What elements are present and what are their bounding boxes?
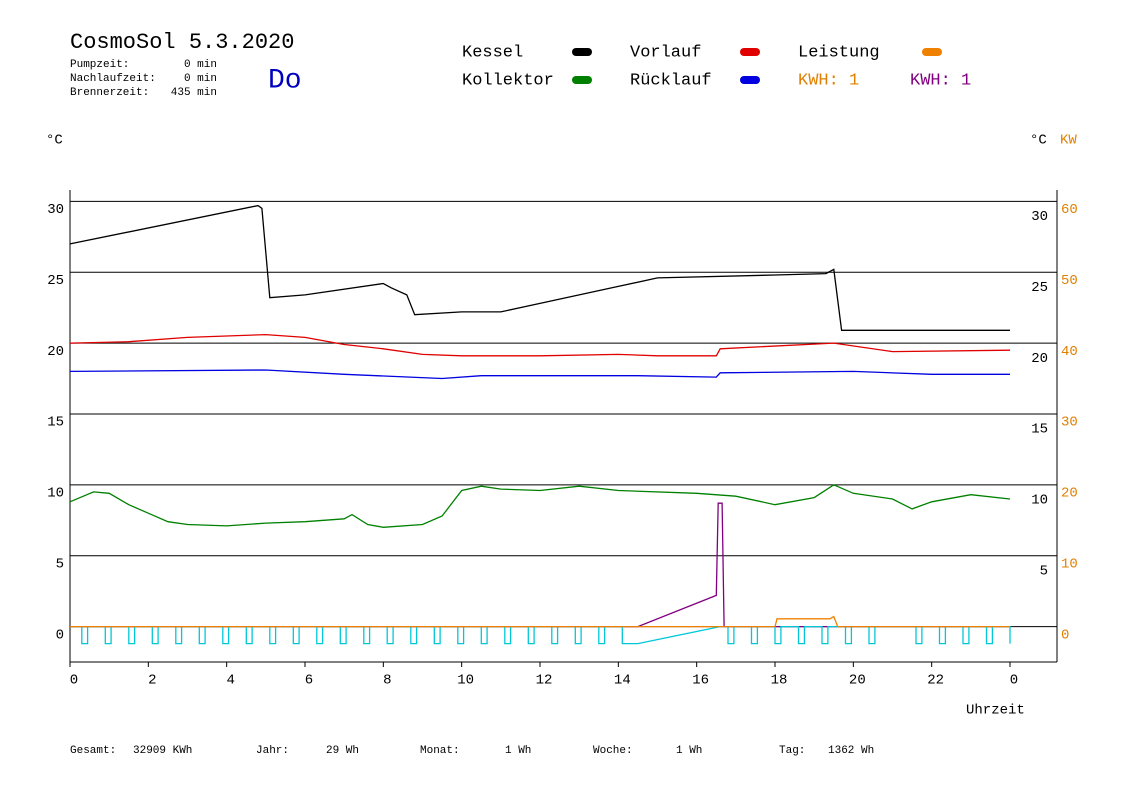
legend-label: Vorlauf — [630, 43, 701, 62]
series-line — [69, 204, 1010, 331]
legend-label: Rücklauf — [630, 71, 712, 90]
y-tick-label-right: 30 — [1031, 209, 1048, 225]
y2-tick-label: 0 — [1061, 627, 1069, 643]
footer-value: 1362 Wh — [828, 745, 874, 757]
series-line — [69, 333, 1011, 357]
y-tick-label-right: 25 — [1031, 280, 1048, 296]
x-tick-label: 14 — [614, 673, 631, 689]
info-value: 0 min — [184, 59, 217, 71]
y2-tick-label: 20 — [1061, 486, 1078, 502]
y-tick-label: 25 — [47, 273, 64, 289]
legend-swatch — [740, 76, 760, 84]
series-line — [69, 484, 1011, 528]
info-value: 435 min — [171, 87, 217, 99]
x-tick-label: 20 — [849, 673, 866, 689]
y-tick-label: 5 — [56, 556, 64, 572]
footer-label: Gesamt: — [70, 745, 116, 757]
x-tick-label: 12 — [536, 673, 553, 689]
footer-label: Monat: — [420, 745, 460, 757]
x-tick-label: 22 — [927, 673, 944, 689]
info-value: 0 min — [184, 73, 217, 85]
y-tick-label-right: 5 — [1040, 563, 1048, 579]
y2-unit-black: °C — [1030, 133, 1047, 149]
series-line — [70, 615, 1010, 628]
series-line — [69, 369, 1010, 380]
x-tick-label: 8 — [383, 673, 391, 689]
y-unit: °C — [46, 133, 63, 149]
x-tick-label: 0 — [70, 673, 78, 689]
footer-label: Jahr: — [256, 745, 289, 757]
y-tick-label: 0 — [56, 627, 64, 643]
x-tick-label: 16 — [692, 673, 709, 689]
y-tick-label-right: 10 — [1031, 493, 1048, 509]
info-label: Brennerzeit: — [70, 87, 149, 99]
y-tick-label: 20 — [47, 344, 64, 360]
day: Do — [268, 65, 302, 96]
x-axis-label: Uhrzeit — [966, 703, 1025, 719]
legend-swatch — [572, 76, 592, 84]
y-tick-label: 10 — [47, 486, 64, 502]
y2-tick-label: 30 — [1061, 415, 1078, 431]
x-tick-label: 6 — [305, 673, 313, 689]
series-line — [70, 625, 1011, 645]
footer-value: 1 Wh — [505, 745, 531, 757]
info-label: Nachlaufzeit: — [70, 73, 156, 85]
x-tick-label: 2 — [148, 673, 156, 689]
x-tick-label: 0 — [1010, 673, 1018, 689]
legend-label: Kollektor — [462, 71, 554, 90]
y-tick-label: 30 — [47, 202, 64, 218]
y2-tick-label: 10 — [1061, 556, 1078, 572]
legend-swatch — [922, 48, 942, 56]
y2-tick-label: 50 — [1061, 273, 1078, 289]
footer-label: Tag: — [779, 745, 805, 757]
footer-value: 32909 KWh — [133, 745, 192, 757]
y-tick-label-right: 20 — [1031, 351, 1048, 367]
y-tick-label-right: 15 — [1031, 422, 1048, 438]
title: CosmoSol 5.3.2020 — [70, 30, 294, 55]
series-line — [70, 502, 1010, 628]
x-tick-label: 4 — [226, 673, 234, 689]
y-tick-label: 15 — [47, 415, 64, 431]
y2-tick-label: 60 — [1061, 202, 1078, 218]
legend-swatch — [572, 48, 592, 56]
legend-label: Leistung — [798, 43, 880, 62]
kwh-label: KWH: 1 — [798, 71, 859, 90]
y2-tick-label: 40 — [1061, 344, 1078, 360]
info-label: Pumpzeit: — [70, 59, 129, 71]
y2-unit: KW — [1060, 133, 1077, 149]
x-tick-label: 10 — [457, 673, 474, 689]
legend-swatch — [740, 48, 760, 56]
x-tick-label: 18 — [771, 673, 788, 689]
legend-label: Kessel — [462, 43, 523, 62]
footer-label: Woche: — [593, 745, 633, 757]
footer-value: 29 Wh — [326, 745, 359, 757]
footer-value: 1 Wh — [676, 745, 702, 757]
kwh-label: KWH: 1 — [910, 71, 971, 90]
